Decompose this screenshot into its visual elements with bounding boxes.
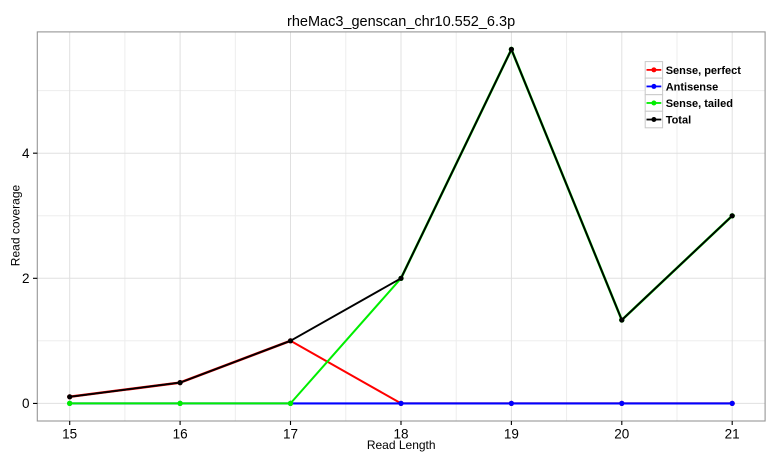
svg-text:21: 21 <box>725 427 740 442</box>
svg-text:18: 18 <box>393 427 408 442</box>
svg-text:17: 17 <box>283 427 298 442</box>
svg-text:15: 15 <box>62 427 77 442</box>
svg-text:Sense, perfect: Sense, perfect <box>666 65 742 77</box>
svg-text:16: 16 <box>173 427 188 442</box>
svg-text:20: 20 <box>614 427 629 442</box>
svg-text:Sense, tailed: Sense, tailed <box>666 98 733 110</box>
svg-text:19: 19 <box>504 427 519 442</box>
svg-text:Antisense: Antisense <box>666 81 719 93</box>
svg-text:Total: Total <box>666 114 691 126</box>
svg-text:2: 2 <box>22 271 30 286</box>
svg-text:0: 0 <box>22 396 30 411</box>
svg-text:Read Length: Read Length <box>367 438 436 452</box>
svg-text:4: 4 <box>22 146 30 161</box>
svg-text:Read coverage: Read coverage <box>9 184 23 266</box>
svg-text:rheMac3_genscan_chr10.552_6.3p: rheMac3_genscan_chr10.552_6.3p <box>287 14 515 30</box>
